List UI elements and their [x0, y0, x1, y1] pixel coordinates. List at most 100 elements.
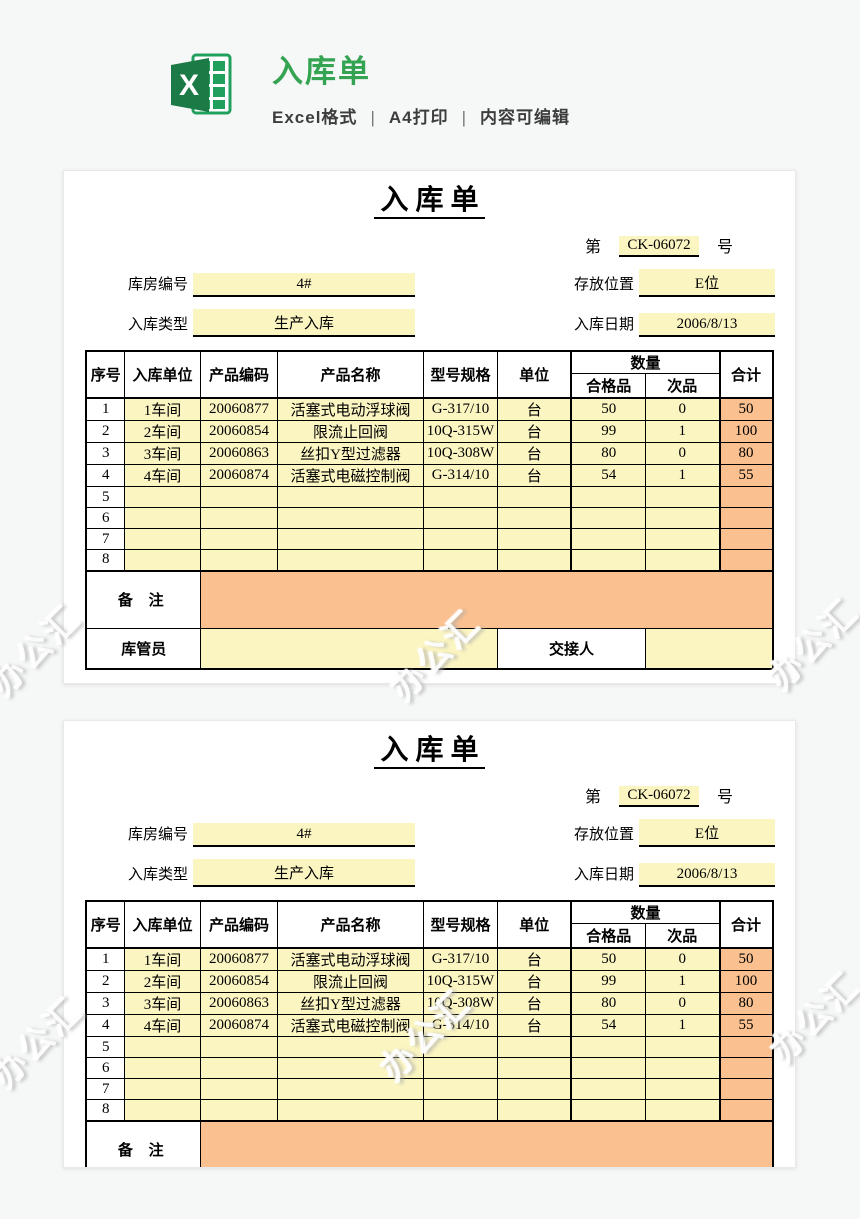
table-cell[interactable] [496, 549, 572, 572]
table-cell[interactable]: 20060854 [199, 970, 278, 994]
table-cell[interactable]: 4车间 [123, 464, 201, 488]
table-cell[interactable]: G-317/10 [422, 397, 498, 422]
table-cell[interactable] [644, 1057, 721, 1080]
storage-location-field[interactable]: E位 [639, 818, 775, 847]
entry-date-field[interactable]: 2006/8/13 [639, 862, 775, 887]
table-cell[interactable]: 20060874 [199, 1014, 278, 1038]
table-cell[interactable]: 1车间 [123, 947, 201, 972]
table-cell[interactable]: 10Q-308W [422, 992, 498, 1016]
table-cell[interactable]: 1 [644, 464, 721, 488]
table-cell[interactable] [496, 1036, 572, 1059]
table-cell[interactable]: 0 [644, 992, 721, 1016]
table-cell[interactable] [718, 507, 773, 530]
table-cell[interactable]: 80 [570, 992, 646, 1016]
table-cell[interactable]: 台 [496, 1014, 572, 1038]
table-cell[interactable]: 限流止回阀 [276, 420, 424, 444]
table-cell[interactable] [276, 1099, 424, 1122]
table-cell[interactable]: 0 [644, 947, 721, 972]
table-cell[interactable] [123, 486, 201, 509]
table-cell[interactable] [644, 1099, 721, 1122]
table-cell[interactable] [718, 486, 773, 509]
entry-date-field[interactable]: 2006/8/13 [639, 312, 775, 337]
table-cell[interactable] [718, 528, 773, 551]
table-cell[interactable]: 54 [570, 1014, 646, 1038]
table-cell[interactable]: 20060863 [199, 442, 278, 466]
table-cell[interactable] [422, 528, 498, 551]
table-cell[interactable] [422, 1099, 498, 1122]
table-cell[interactable]: 80 [718, 992, 773, 1016]
table-cell[interactable] [718, 1099, 773, 1122]
table-cell[interactable]: 50 [570, 397, 646, 422]
table-cell[interactable] [422, 486, 498, 509]
table-cell[interactable]: 2车间 [123, 420, 201, 444]
table-cell[interactable] [644, 1078, 721, 1101]
table-cell[interactable]: 台 [496, 420, 572, 444]
table-cell[interactable]: 10Q-315W [422, 970, 498, 994]
table-cell[interactable]: 10Q-315W [422, 420, 498, 444]
table-cell[interactable]: G-314/10 [422, 1014, 498, 1038]
table-cell[interactable]: 20060863 [199, 992, 278, 1016]
table-cell[interactable]: 20060854 [199, 420, 278, 444]
table-cell[interactable]: 4车间 [123, 1014, 201, 1038]
table-cell[interactable] [496, 486, 572, 509]
storage-location-field[interactable]: E位 [639, 268, 775, 297]
table-cell[interactable]: 活塞式电动浮球阀 [276, 947, 424, 972]
table-cell[interactable]: 80 [718, 442, 773, 466]
table-cell[interactable] [644, 507, 721, 530]
table-cell[interactable] [422, 1078, 498, 1101]
table-cell[interactable]: 3车间 [123, 992, 201, 1016]
table-cell[interactable] [718, 1036, 773, 1059]
table-cell[interactable] [199, 549, 278, 572]
table-cell[interactable]: 台 [496, 992, 572, 1016]
table-cell[interactable]: 20060874 [199, 464, 278, 488]
table-cell[interactable] [199, 1099, 278, 1122]
table-cell[interactable]: 100 [718, 420, 773, 444]
table-cell[interactable]: 0 [644, 442, 721, 466]
table-cell[interactable] [496, 507, 572, 530]
table-cell[interactable] [644, 528, 721, 551]
doc-no-field[interactable]: CK-06072 [618, 235, 699, 257]
table-cell[interactable] [123, 1057, 201, 1080]
table-cell[interactable] [123, 1099, 201, 1122]
table-cell[interactable] [570, 486, 646, 509]
table-cell[interactable] [199, 528, 278, 551]
table-cell[interactable] [123, 1036, 201, 1059]
table-cell[interactable] [276, 1036, 424, 1059]
table-cell[interactable] [718, 1078, 773, 1101]
table-cell[interactable] [276, 1057, 424, 1080]
table-cell[interactable] [496, 1078, 572, 1101]
table-cell[interactable]: 20060877 [199, 397, 278, 422]
table-cell[interactable]: 台 [496, 947, 572, 972]
table-cell[interactable]: 50 [718, 397, 773, 422]
table-cell[interactable]: 台 [496, 970, 572, 994]
remark-input-area[interactable] [199, 1119, 774, 1167]
handover-input-area[interactable] [644, 628, 774, 670]
table-cell[interactable]: 活塞式电动浮球阀 [276, 397, 424, 422]
table-cell[interactable]: 限流止回阀 [276, 970, 424, 994]
table-cell[interactable]: 55 [718, 464, 773, 488]
table-cell[interactable] [199, 486, 278, 509]
table-cell[interactable] [199, 507, 278, 530]
table-cell[interactable] [570, 1099, 646, 1122]
table-cell[interactable] [123, 507, 201, 530]
remark-input-area[interactable] [199, 569, 774, 630]
doc-no-field[interactable]: CK-06072 [618, 785, 699, 807]
table-cell[interactable]: 10Q-308W [422, 442, 498, 466]
table-cell[interactable]: 丝扣Y型过滤器 [276, 442, 424, 466]
table-cell[interactable] [570, 1036, 646, 1059]
table-cell[interactable] [570, 549, 646, 572]
table-cell[interactable]: 99 [570, 970, 646, 994]
table-cell[interactable] [123, 528, 201, 551]
table-cell[interactable]: 50 [718, 947, 773, 972]
table-cell[interactable]: 20060877 [199, 947, 278, 972]
table-cell[interactable] [570, 507, 646, 530]
table-cell[interactable] [422, 1057, 498, 1080]
entry-type-field[interactable]: 生产入库 [193, 308, 416, 337]
table-cell[interactable] [123, 549, 201, 572]
table-cell[interactable] [422, 507, 498, 530]
table-cell[interactable]: 100 [718, 970, 773, 994]
table-cell[interactable]: 50 [570, 947, 646, 972]
table-cell[interactable] [276, 549, 424, 572]
table-cell[interactable] [199, 1036, 278, 1059]
table-cell[interactable] [570, 1078, 646, 1101]
